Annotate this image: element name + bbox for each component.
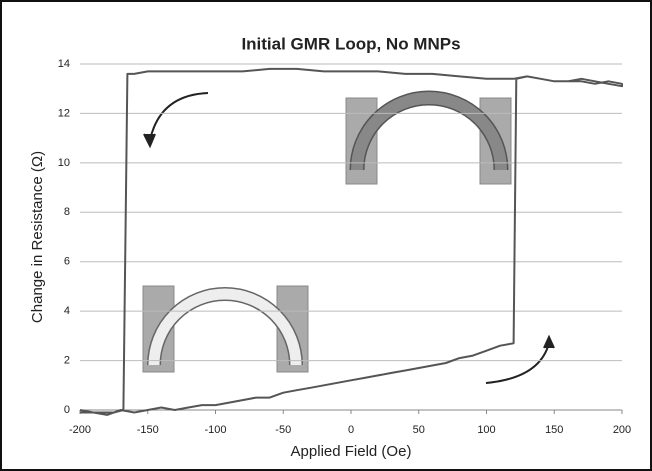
y-tick-label: 0 <box>64 404 70 416</box>
x-tick-label: 50 <box>413 424 425 436</box>
x-tick-label: 150 <box>545 424 563 436</box>
x-axis-label: Applied Field (Oe) <box>291 443 412 460</box>
y-tick-label: 2 <box>64 354 70 366</box>
x-tick-label: -50 <box>275 424 291 436</box>
inset-high <box>345 90 512 185</box>
inset-low <box>142 285 309 373</box>
x-tick-label: -150 <box>137 424 159 436</box>
y-tick-label: 6 <box>64 256 70 268</box>
y-tick-label: 10 <box>58 157 70 169</box>
x-tick-label: 100 <box>477 424 495 436</box>
x-tick-label: 0 <box>348 424 354 436</box>
y-tick-label: 4 <box>64 305 70 317</box>
data-line <box>79 67 623 416</box>
x-tick-label: -200 <box>69 424 91 436</box>
x-tick-label: 200 <box>613 424 631 436</box>
y-tick-label: 12 <box>58 107 70 119</box>
x-tick-label: -100 <box>204 424 226 436</box>
chart-title: Initial GMR Loop, No MNPs <box>241 34 460 53</box>
arrows <box>143 92 555 384</box>
y-tick-label: 8 <box>64 206 70 218</box>
y-tick-label: 14 <box>58 58 70 70</box>
y-axis-label: Change in Resistance (Ω) <box>29 151 46 323</box>
